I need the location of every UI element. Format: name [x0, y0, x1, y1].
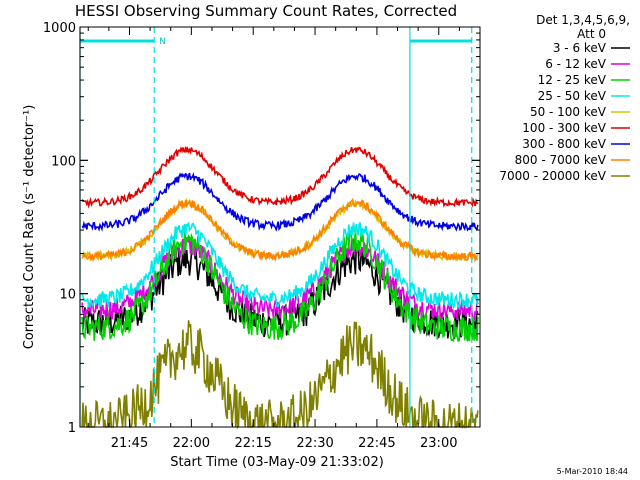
x-tick-label: 22:45 [358, 436, 395, 451]
plot-frame [79, 26, 481, 428]
legend-label-9: 7000 - 20000 keV [499, 169, 606, 183]
series-line-7 [81, 171, 479, 232]
x-tick-label: 22:30 [296, 436, 333, 451]
y-tick-label: 1 [68, 421, 76, 436]
n-marker-label: N [159, 37, 166, 47]
legend: Det 1,3,4,5,6,9, Att 0 3 - 6 keV 6 - 12 k… [499, 13, 630, 183]
series-line-8 [81, 197, 478, 263]
x-axis: 21:45 22:00 22:15 22:30 22:45 23:00 [87, 27, 481, 451]
x-tick-label: 22:15 [234, 436, 271, 451]
legend-label-4: 25 - 50 keV [538, 89, 607, 103]
series-line-4 [81, 222, 479, 311]
x-axis-label: Start Time (03-May-09 21:33:02) [170, 455, 384, 470]
legend-label-6: 100 - 300 keV [522, 121, 606, 135]
series-line-3 [81, 228, 479, 342]
y-tick-label: 100 [51, 154, 76, 169]
legend-label-1: 3 - 6 keV [553, 41, 607, 55]
series-layer [81, 146, 479, 430]
legend-header-line-2: Att 0 [577, 27, 606, 41]
y-tick-label: 10 [59, 288, 76, 303]
y-axis: 1 10 100 1000 [43, 21, 480, 436]
y-axis-label: Corrected Count Rate (s⁻¹ detector⁻¹) [22, 105, 37, 350]
timestamp: 5-Mar-2010 18:44 [557, 467, 628, 476]
x-tick-label: 21:45 [111, 436, 148, 451]
x-tick-label: 23:00 [420, 436, 457, 451]
chart-title: HESSI Observing Summary Count Rates, Cor… [75, 2, 457, 20]
legend-label-8: 800 - 7000 keV [515, 153, 607, 167]
x-tick-label: 22:00 [173, 436, 210, 451]
y-tick-label: 1000 [43, 21, 76, 36]
legend-label-2: 6 - 12 keV [545, 57, 607, 71]
legend-label-7: 300 - 800 keV [522, 137, 606, 151]
series-line-6 [81, 146, 479, 209]
legend-label-5: 50 - 100 keV [530, 105, 607, 119]
legend-label-3: 12 - 25 keV [538, 73, 607, 87]
legend-header-line-1: Det 1,3,4,5,6,9, [536, 13, 630, 27]
